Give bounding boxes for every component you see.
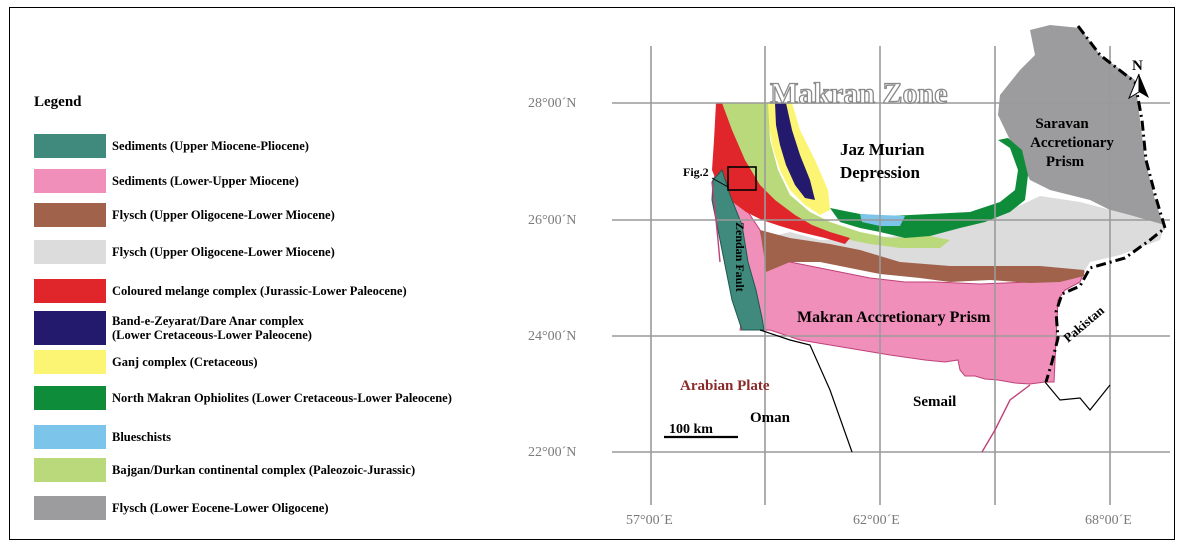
legend-item: Flysch (Upper Oligocene-Lower Miocene) xyxy=(34,240,335,264)
semail-label: Semail xyxy=(913,394,956,410)
north-label: N xyxy=(1132,58,1143,74)
lon-label: 68°00´E xyxy=(1085,513,1132,528)
zendan-sediments-unit xyxy=(711,169,765,331)
legend-swatch xyxy=(34,386,106,410)
pakistan-border xyxy=(1044,25,1167,383)
legend-label: Flysch (Upper Oligocene-Lower Miocene) xyxy=(112,245,335,259)
fig2-box xyxy=(727,166,757,191)
zendan-fault-label: Zendan Fault xyxy=(733,222,747,292)
legend-item: Band-e-Zeyarat/Dare Anar complex (Lower … xyxy=(34,311,312,345)
oman-label: Oman xyxy=(750,410,791,426)
legend-label: Coloured melange complex (Jurassic-Lower… xyxy=(112,284,407,298)
legend-label: Blueschists xyxy=(112,430,172,444)
fig2-label: Fig.2 xyxy=(683,165,709,179)
legend-item: Blueschists xyxy=(34,425,171,449)
saravan-prism-unit xyxy=(998,25,1165,230)
legend-item: North Makran Ophiolites (Lower Cretaceou… xyxy=(34,386,452,410)
north-arrow-icon-right xyxy=(1139,74,1149,98)
legend-swatch xyxy=(34,169,106,193)
arabian-plate-label: Arabian Plate xyxy=(680,378,770,394)
pakistan-label: Pakistan xyxy=(1060,302,1107,345)
fault-line xyxy=(711,181,721,263)
legend-label: Ganj complex (Cretaceous) xyxy=(112,355,258,369)
lon-label: 62°00´E xyxy=(853,513,900,528)
legend-label: North Makran Ophiolites (Lower Cretaceou… xyxy=(112,391,452,405)
lat-label: 26°00´N xyxy=(528,213,576,228)
coastline xyxy=(759,329,853,453)
legend-label: Band-e-Zeyarat/Dare Anar complex (Lower … xyxy=(112,314,312,342)
legend-swatch xyxy=(34,311,106,345)
graticule xyxy=(612,46,1170,505)
legend-swatch xyxy=(34,203,106,227)
legend-swatch xyxy=(34,134,106,158)
legend-item: Flysch (Upper Oligocene-Lower Miocene) xyxy=(34,203,335,227)
lat-label: 22°00´N xyxy=(528,445,576,460)
legend-label: Sediments (Lower-Upper Miocene) xyxy=(112,174,299,188)
legend-item: Ganj complex (Cretaceous) xyxy=(34,350,258,374)
saravan-label-2: Accretionary xyxy=(1030,135,1114,151)
fig2-leader xyxy=(711,177,729,188)
legend-label-line2: (Lower Cretaceous-Lower Paleocene) xyxy=(112,328,312,342)
legend-item: Flysch (Lower Eocene-Lower Oligocene) xyxy=(34,496,329,520)
jaz-murian-label-2: Depression xyxy=(840,163,921,182)
lon-label: 57°00´E xyxy=(626,513,673,528)
jaz-murian-label: Jaz Murian xyxy=(840,140,925,159)
band-e-zeyarat-unit xyxy=(775,103,815,200)
legend-swatch xyxy=(34,496,106,520)
makran-prism-unit xyxy=(711,169,1085,385)
legend-swatch xyxy=(34,279,106,303)
saravan-label: Saravan xyxy=(1035,116,1089,132)
lat-label: 28°00´N xyxy=(528,96,576,111)
legend-title: Legend xyxy=(34,94,82,110)
legend-swatch xyxy=(34,240,106,264)
ophiolites-unit xyxy=(830,138,1028,238)
coloured-melange-unit xyxy=(712,103,850,244)
flysch-brown-unit xyxy=(760,230,1084,283)
legend-label: Flysch (Upper Oligocene-Lower Miocene) xyxy=(112,208,335,222)
legend-item: Sediments (Lower-Upper Miocene) xyxy=(34,169,299,193)
makran-prism-label: Makran Accretionary Prism xyxy=(797,309,991,326)
lat-label: 24°00´N xyxy=(528,329,576,344)
legend-label-line1: Band-e-Zeyarat/Dare Anar complex xyxy=(112,314,304,328)
legend-label: Bajgan/Durkan continental complex (Paleo… xyxy=(112,463,416,477)
fault-line xyxy=(981,384,1031,453)
legend-item: Coloured melange complex (Jurassic-Lower… xyxy=(34,279,407,303)
legend-label: Flysch (Lower Eocene-Lower Oligocene) xyxy=(112,501,329,515)
legend-label: Sediments (Upper Miocene-Pliocene) xyxy=(112,139,309,153)
coastline xyxy=(1044,381,1111,411)
map-title: Makran Zone xyxy=(770,77,948,110)
legend-item: Sediments (Upper Miocene-Pliocene) xyxy=(34,134,309,158)
legend-swatch xyxy=(34,458,106,482)
legend-swatch xyxy=(34,350,106,374)
saravan-label-3: Prism xyxy=(1046,154,1085,170)
legend-swatch xyxy=(34,425,106,449)
legend-item: Bajgan/Durkan continental complex (Paleo… xyxy=(34,458,415,482)
scale-bar-label: 100 km xyxy=(669,422,713,437)
